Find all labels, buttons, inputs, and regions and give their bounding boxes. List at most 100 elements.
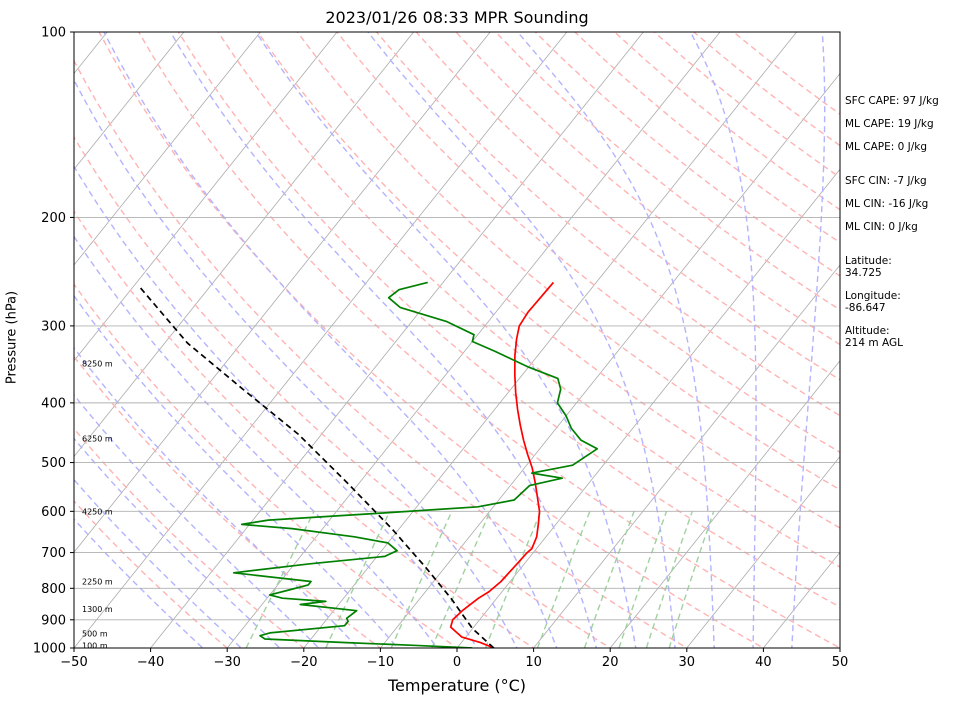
x-tick-label: −50 [60, 655, 87, 670]
isotherm-line [74, 32, 415, 458]
isotherm-line [74, 32, 338, 362]
ml-cin-text-2: ML CIN: 0 J/kg [845, 221, 918, 233]
moist-adiabat-line [517, 32, 715, 648]
y-tick-label: 700 [41, 546, 66, 561]
isotherm-line [303, 32, 798, 648]
latitude-block: Latitude: 34.725 [845, 255, 951, 279]
y-tick-label: 100 [41, 26, 66, 41]
plot-frame [73, 31, 841, 649]
ml-cin-text-1: ML CIN: -16 J/kg [845, 198, 929, 210]
parcel-profile [139, 287, 495, 648]
isotherm-line [74, 32, 491, 553]
moist-adiabat-line [74, 78, 518, 648]
moist-adiabat-line [74, 393, 320, 648]
x-tick-label: 50 [832, 655, 849, 670]
chart-title: 2023/01/26 08:33 MPR Sounding [325, 8, 589, 27]
mixing-ratio-line [484, 511, 542, 648]
y-tick-label: 200 [41, 211, 66, 226]
x-tick-label: 40 [755, 655, 772, 670]
height-label: 6250 m [82, 435, 113, 444]
y-tick-label: 900 [41, 613, 66, 628]
x-tick-label: 10 [525, 655, 542, 670]
moist-adiabat-line [74, 518, 204, 648]
dewpoint-profile [232, 281, 599, 648]
ml-cape-text-2: ML CAPE: 0 J/kg [845, 141, 928, 153]
dry-adiabat-line [138, 32, 840, 648]
isotherm-line [150, 32, 644, 648]
moist-adiabat-line [74, 294, 399, 648]
height-label: 100 m [82, 641, 108, 650]
dry-adiabat-line [217, 32, 840, 568]
isotherm-line [74, 32, 185, 170]
temperature-profile [449, 281, 555, 648]
moist-adiabat-line [367, 32, 676, 648]
mixing-ratio-line [645, 511, 693, 648]
moist-adiabat-line [255, 32, 637, 648]
y-tick-label: 400 [41, 396, 66, 411]
moist-adiabat-line [74, 165, 478, 648]
longitude-block: Longitude: -86.647 [845, 290, 951, 314]
mixing-ratio-line [245, 510, 315, 648]
height-label: 8250 m [82, 359, 113, 368]
y-tick-label: 500 [41, 456, 66, 471]
altitude-block: Altitude: 214 m AGL [845, 325, 951, 349]
longitude-value: -86.647 [845, 302, 886, 314]
height-label: 2250 m [82, 578, 113, 587]
isotherm-line [456, 168, 840, 648]
dry-adiabat-line [98, 32, 765, 648]
height-label: 1300 m [82, 605, 113, 614]
moist-adiabat-line [791, 32, 826, 648]
moist-adiabat-line [74, 235, 439, 648]
mixing-ratio-line [668, 511, 715, 648]
dry-adiabat-line [376, 32, 840, 417]
isotherm-line [609, 360, 840, 648]
moist-adiabat-line [74, 346, 359, 648]
x-tick-label: 20 [602, 655, 619, 670]
isotherm-line [533, 264, 840, 648]
moist-adiabat-line [103, 32, 558, 648]
altitude-label: Altitude: [845, 325, 890, 337]
moist-adiabat-line [74, 478, 243, 648]
height-labels: 8250 m 6250 m 4250 m 2250 m 1300 m 500 m 100 m [82, 359, 113, 650]
latitude-value: 34.725 [845, 267, 882, 279]
latitude-label: Latitude: [845, 255, 892, 267]
dry-adiabat-line [74, 210, 535, 648]
altitude-value: 214 m AGL [845, 337, 903, 349]
x-tick-label: 30 [679, 655, 696, 670]
sfc-cape-text: SFC CAPE: 97 J/kg [845, 95, 939, 107]
dry-adiabat-line [177, 32, 840, 608]
x-tick-label: −10 [367, 655, 394, 670]
height-label: 500 m [82, 630, 108, 639]
y-tick-label: 600 [41, 505, 66, 520]
dry-adiabat-line [74, 59, 689, 648]
isotherm-line [226, 32, 721, 648]
x-tick-label: −40 [137, 655, 164, 670]
y-tick-label: 800 [41, 582, 66, 597]
dry-adiabat-line [257, 32, 840, 529]
moist-adiabat-line [169, 32, 598, 648]
moist-adiabat-line [689, 32, 757, 648]
ml-cape-text-1: ML CAPE: 19 J/kg [845, 118, 934, 130]
height-label: 4250 m [82, 507, 113, 516]
dry-adiabat-line [415, 32, 840, 381]
x-axis-label: Temperature (°C) [387, 676, 527, 695]
dry-adiabat-line [74, 135, 612, 648]
isotherm-line [379, 72, 840, 648]
mixing-ratio-line [536, 511, 591, 648]
y-tick-label: 300 [41, 319, 66, 334]
y-axis-label: Pressure (hPa) [4, 290, 20, 385]
sfc-cin-text: SFC CIN: -7 J/kg [845, 175, 927, 187]
x-axis-ticks: −50 −40 −30 −20 −10 0 10 20 30 40 50 [60, 648, 848, 670]
isotherm-line [762, 551, 840, 648]
y-tick-label: 1000 [33, 642, 66, 657]
x-tick-label: −20 [290, 655, 317, 670]
isotherm-line [74, 32, 568, 648]
y-axis-ticks: 100 200 300 400 500 600 700 800 900 1000 [33, 26, 74, 657]
longitude-label: Longitude: [845, 290, 901, 302]
dry-adiabat-line [74, 283, 459, 648]
data-series [139, 281, 599, 648]
moist-adiabat-line [74, 437, 281, 648]
x-tick-label: 0 [453, 655, 461, 670]
isotherm-line [686, 455, 840, 648]
